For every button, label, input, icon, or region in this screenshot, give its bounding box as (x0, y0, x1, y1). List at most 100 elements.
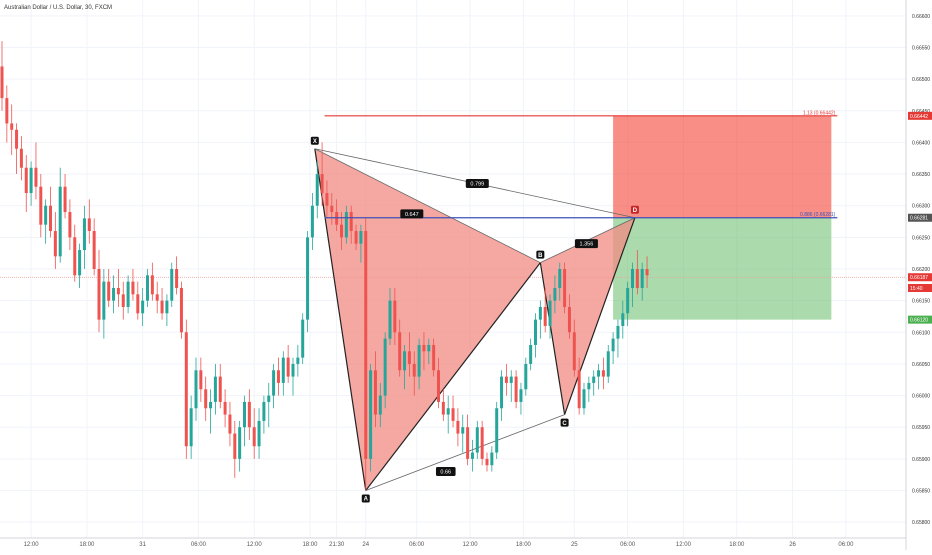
candle-body (529, 344, 533, 364)
candle-body (597, 370, 601, 377)
candle-body (538, 306, 542, 320)
candle-body (78, 250, 82, 276)
price-tick-label: 0.66300 (912, 204, 930, 210)
candle-body (383, 338, 387, 396)
chart-title: Australian Dollar / U.S. Dollar, 30, FXC… (4, 5, 112, 11)
candle-body (470, 452, 474, 459)
candle-body (257, 420, 261, 447)
candle-body (626, 287, 630, 314)
candle-body (262, 401, 266, 421)
time-tick-label: 12:00 (247, 542, 263, 548)
ratio-label: 0.66 (440, 470, 451, 476)
time-tick-label: 21:30 (329, 542, 345, 548)
candle-body (582, 389, 586, 409)
price-tag-label: 0.66281 (910, 216, 928, 222)
candle-body (500, 376, 504, 409)
price-tick-label: 0.65900 (912, 457, 930, 463)
price-tag-label: 0.66120 (910, 318, 928, 324)
candle-body (116, 287, 120, 295)
candle-body (340, 224, 343, 238)
price-tag (908, 273, 932, 282)
candle-body (335, 212, 339, 225)
candle-body (0, 66, 4, 99)
price-tick-label: 0.66450 (912, 109, 930, 115)
candle-body (369, 370, 373, 459)
candle-body (393, 300, 397, 333)
time-tick-label: 12:00 (24, 542, 40, 548)
point-badge-x (310, 136, 319, 145)
pattern-diag-xb (314, 148, 541, 264)
candle-body (194, 370, 198, 409)
candle-body (68, 212, 72, 238)
candle-body (267, 395, 271, 402)
price-tick-label: 0.66050 (912, 362, 930, 368)
price-tick-label: 0.66000 (912, 394, 930, 400)
candle-body (398, 332, 402, 371)
candle-body (170, 269, 174, 301)
ratio-label: 1.356 (580, 242, 594, 248)
candle-body (179, 287, 183, 333)
candle-body (252, 427, 256, 447)
candle-body (616, 325, 620, 339)
candle-body (107, 281, 111, 301)
candle-body (631, 269, 634, 288)
candle-body (160, 300, 164, 314)
candle-body (563, 269, 567, 307)
candle-body (29, 167, 33, 194)
candle-body (524, 363, 528, 390)
candle-body (306, 237, 310, 320)
candle-body (504, 376, 508, 383)
candle-body (534, 319, 537, 345)
candle-body (97, 269, 101, 320)
candle-body (58, 186, 62, 257)
point-label-a: A (364, 497, 369, 503)
candle-body (165, 300, 169, 314)
candle-body (621, 313, 625, 326)
time-tick-label: 06:00 (191, 542, 207, 548)
time-tick-label: 06:00 (409, 542, 425, 548)
pattern-leg-xa (314, 148, 367, 491)
candle-body (359, 231, 363, 244)
price-tag-label: 15:40 (910, 286, 923, 292)
time-tick-label: 06:00 (838, 542, 854, 548)
time-tick-label: 25 (571, 542, 578, 548)
candle-body (102, 281, 106, 320)
time-tick-label: 12:00 (463, 542, 479, 548)
price-tag (908, 283, 932, 292)
candle-body (15, 129, 19, 149)
price-tick-label: 0.66350 (912, 172, 930, 178)
price-tag (908, 111, 932, 120)
candle-body (640, 269, 644, 288)
point-badge-b (536, 250, 545, 259)
candle-body (39, 186, 43, 225)
point-label-c: C (562, 421, 567, 427)
candle-body (155, 294, 159, 301)
candle-body (204, 389, 208, 409)
candle-body (364, 231, 368, 459)
candle-body (543, 306, 547, 326)
price-tick-label: 0.65800 (912, 520, 930, 526)
stop-loss-zone (613, 115, 832, 218)
candle-body (601, 370, 605, 377)
candle-body (437, 370, 440, 402)
price-tick-label: 0.66250 (912, 235, 930, 241)
candle-body (34, 167, 38, 187)
time-tick-label: 24 (362, 542, 369, 548)
time-tick-label: 18:00 (516, 542, 532, 548)
ratio-badge (400, 209, 424, 219)
candle-body (63, 186, 67, 213)
candle-body (315, 174, 319, 206)
candle-body (587, 382, 591, 390)
candle-body (378, 395, 382, 415)
candle-body (495, 408, 499, 453)
candle-body (310, 205, 314, 238)
candle-body (451, 408, 455, 421)
time-tick-label: 18:00 (729, 542, 745, 548)
candle-body (403, 351, 407, 371)
candle-body (432, 344, 436, 371)
candles (0, 41, 649, 491)
candle-body (548, 300, 552, 326)
ratio-label: 0.799 (470, 182, 484, 188)
